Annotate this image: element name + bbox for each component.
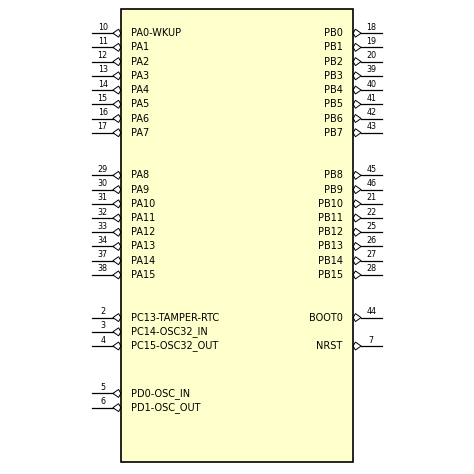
Text: PB12: PB12 xyxy=(318,227,343,237)
Text: 39: 39 xyxy=(366,65,376,74)
Text: PA0-WKUP: PA0-WKUP xyxy=(131,28,182,38)
Text: PB14: PB14 xyxy=(318,255,343,266)
Text: 41: 41 xyxy=(366,94,376,103)
Text: PA12: PA12 xyxy=(131,227,155,237)
Text: PB3: PB3 xyxy=(324,71,343,81)
Text: PA8: PA8 xyxy=(131,170,149,181)
Text: 43: 43 xyxy=(366,122,376,131)
Text: 22: 22 xyxy=(366,208,376,217)
Text: PA9: PA9 xyxy=(131,184,149,195)
Text: 10: 10 xyxy=(98,23,108,32)
Bar xyxy=(121,9,353,462)
Text: PB9: PB9 xyxy=(324,184,343,195)
Text: PB4: PB4 xyxy=(324,85,343,95)
Text: 20: 20 xyxy=(366,51,376,60)
Text: 4: 4 xyxy=(100,336,105,345)
Text: 27: 27 xyxy=(366,250,376,259)
Text: 7: 7 xyxy=(369,336,374,345)
Text: 2: 2 xyxy=(100,307,105,316)
Text: PA3: PA3 xyxy=(131,71,149,81)
Text: PA15: PA15 xyxy=(131,270,155,280)
Text: 42: 42 xyxy=(366,108,376,117)
Text: 28: 28 xyxy=(366,264,376,273)
Text: PB2: PB2 xyxy=(324,56,343,67)
Text: PA7: PA7 xyxy=(131,128,150,138)
Text: 31: 31 xyxy=(98,193,108,202)
Text: PA5: PA5 xyxy=(131,99,150,109)
Text: PD0-OSC_IN: PD0-OSC_IN xyxy=(131,388,191,399)
Text: 3: 3 xyxy=(100,321,105,330)
Text: PB15: PB15 xyxy=(318,270,343,280)
Text: PA10: PA10 xyxy=(131,199,155,209)
Text: 11: 11 xyxy=(98,37,108,46)
Text: PA14: PA14 xyxy=(131,255,155,266)
Text: 37: 37 xyxy=(98,250,108,259)
Text: PC14-OSC32_IN: PC14-OSC32_IN xyxy=(131,326,208,337)
Text: PC13-TAMPER-RTC: PC13-TAMPER-RTC xyxy=(131,312,219,323)
Text: 16: 16 xyxy=(98,108,108,117)
Text: PC15-OSC32_OUT: PC15-OSC32_OUT xyxy=(131,340,219,352)
Text: 25: 25 xyxy=(366,222,376,231)
Text: 33: 33 xyxy=(98,222,108,231)
Text: 38: 38 xyxy=(98,264,108,273)
Text: PA13: PA13 xyxy=(131,241,155,252)
Text: PA2: PA2 xyxy=(131,56,150,67)
Text: PB1: PB1 xyxy=(324,42,343,53)
Text: PB10: PB10 xyxy=(318,199,343,209)
Text: 40: 40 xyxy=(366,80,376,89)
Text: PA6: PA6 xyxy=(131,113,149,124)
Text: PA4: PA4 xyxy=(131,85,149,95)
Text: 32: 32 xyxy=(98,208,108,217)
Text: 44: 44 xyxy=(366,307,376,316)
Text: PB13: PB13 xyxy=(318,241,343,252)
Text: 13: 13 xyxy=(98,65,108,74)
Text: PB7: PB7 xyxy=(324,128,343,138)
Text: 5: 5 xyxy=(100,383,105,392)
Text: NRST: NRST xyxy=(317,341,343,351)
Text: 19: 19 xyxy=(366,37,376,46)
Text: 14: 14 xyxy=(98,80,108,89)
Text: 45: 45 xyxy=(366,165,376,174)
Text: 17: 17 xyxy=(98,122,108,131)
Text: BOOT0: BOOT0 xyxy=(309,312,343,323)
Text: PB6: PB6 xyxy=(324,113,343,124)
Text: 15: 15 xyxy=(98,94,108,103)
Text: 18: 18 xyxy=(366,23,376,32)
Text: PB0: PB0 xyxy=(324,28,343,38)
Text: 21: 21 xyxy=(366,193,376,202)
Text: PD1-OSC_OUT: PD1-OSC_OUT xyxy=(131,402,201,413)
Text: 26: 26 xyxy=(366,236,376,245)
Text: PB11: PB11 xyxy=(318,213,343,223)
Text: 29: 29 xyxy=(98,165,108,174)
Text: PA1: PA1 xyxy=(131,42,149,53)
Text: PB8: PB8 xyxy=(324,170,343,181)
Text: 34: 34 xyxy=(98,236,108,245)
Text: PB5: PB5 xyxy=(324,99,343,109)
Text: 30: 30 xyxy=(98,179,108,188)
Text: PA11: PA11 xyxy=(131,213,155,223)
Text: 6: 6 xyxy=(100,397,105,406)
Text: 12: 12 xyxy=(98,51,108,60)
Text: 46: 46 xyxy=(366,179,376,188)
